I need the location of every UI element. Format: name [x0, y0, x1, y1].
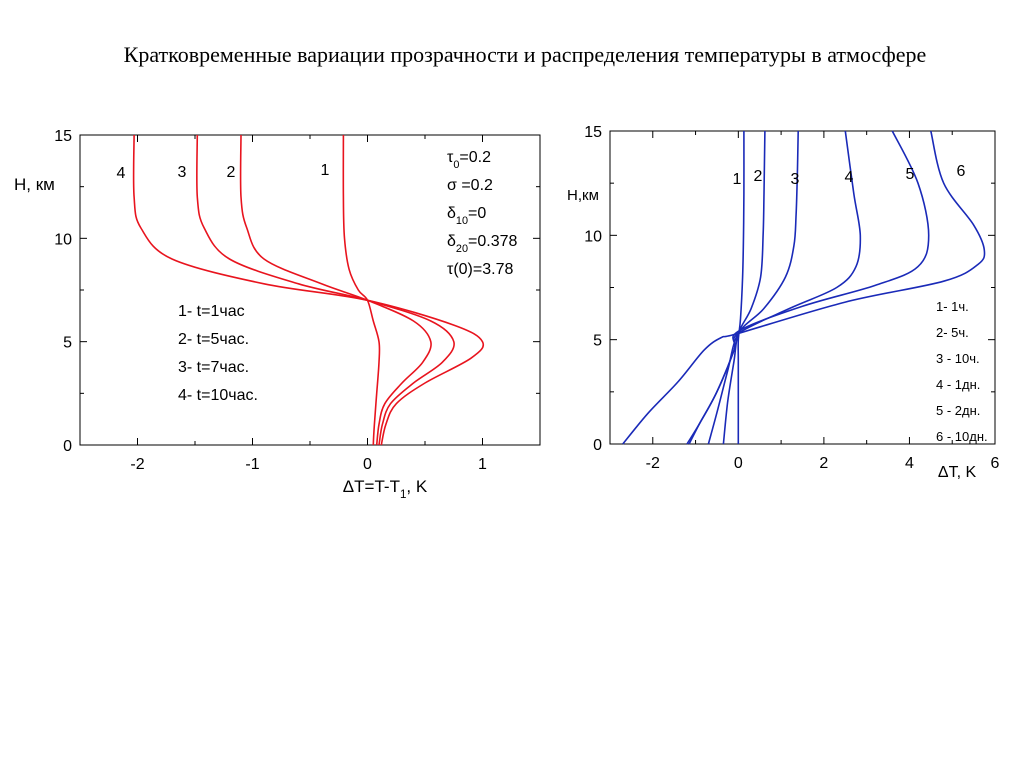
y-tick-label: 5: [593, 333, 602, 350]
series-line-5: [686, 130, 930, 445]
y-tick-label: 10: [54, 231, 72, 248]
parameter-label: δ20=0.378: [447, 233, 518, 255]
legend-entry: 1- 1ч.: [936, 299, 969, 314]
series-label-4: 4: [117, 165, 126, 182]
legend-entry: 4 - 1дн.: [936, 377, 980, 392]
y-tick-label: 0: [63, 438, 72, 455]
x-tick-label: 6: [991, 455, 1000, 472]
parameter-label: σ =0.2: [447, 177, 493, 194]
series-label-5: 5: [906, 166, 915, 183]
series-label-3: 3: [178, 164, 187, 181]
series-line-6: [622, 130, 986, 445]
series-label-1: 1: [733, 171, 742, 188]
x-tick-label: -1: [245, 456, 259, 473]
legend-entry: 1- t=1час: [178, 303, 245, 320]
series-line-3: [196, 134, 455, 446]
series-label-2: 2: [227, 164, 236, 181]
x-tick-label: 0: [363, 456, 372, 473]
legend-entry: 6 - 10дн.: [936, 429, 988, 444]
parameter-label: τ(0)=3.78: [447, 261, 513, 278]
series-label-1: 1: [321, 162, 330, 179]
plot-frame: [609, 130, 996, 445]
x-axis-label: ΔT=T-T1, K: [343, 477, 428, 501]
legend-entry: 5 - 2дн.: [936, 403, 980, 418]
x-axis-label: ΔT, K: [938, 464, 977, 481]
y-tick-label: 0: [593, 437, 602, 454]
legend-entry: 2- 5ч.: [936, 325, 969, 340]
y-tick-label: 15: [584, 124, 602, 141]
y-tick-label: 5: [63, 335, 72, 352]
y-tick-label: 10: [584, 228, 602, 245]
x-tick-label: -2: [130, 456, 144, 473]
y-tick-label: 15: [54, 128, 72, 145]
legend-entry: 3 - 10ч.: [936, 351, 980, 366]
series-line-2: [239, 134, 432, 446]
series-label-3: 3: [791, 171, 800, 188]
series-line-1: [737, 130, 745, 445]
y-axis-label: H,км: [567, 187, 599, 204]
legend-entry: 4- t=10час.: [178, 387, 258, 404]
series-line-2: [722, 130, 766, 445]
parameter-label: δ10=0: [447, 205, 486, 227]
series-label-4: 4: [845, 169, 854, 186]
slide-title: Кратковременные вариации прозрачности и …: [123, 42, 927, 67]
x-tick-label: 2: [819, 455, 828, 472]
series-label-6: 6: [957, 163, 966, 180]
legend-entry: 3- t=7час.: [178, 359, 249, 376]
series-line-3: [707, 130, 799, 445]
x-tick-label: 4: [905, 455, 914, 472]
x-tick-label: 1: [478, 456, 487, 473]
legend-entry: 2- t=5час.: [178, 331, 249, 348]
y-axis-label: H, км: [14, 175, 55, 194]
x-tick-label: -2: [646, 455, 660, 472]
series-line-1: [342, 134, 381, 446]
parameter-label: τ0=0.2: [447, 149, 491, 171]
series-line-4: [132, 134, 485, 446]
series-label-2: 2: [754, 168, 763, 185]
x-tick-label: 0: [734, 455, 743, 472]
